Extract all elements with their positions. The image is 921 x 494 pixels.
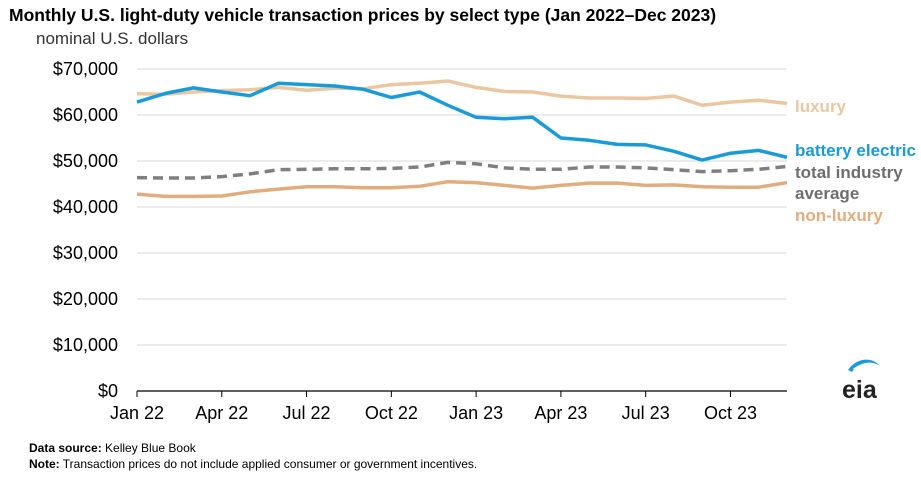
series-label-total-industry-average: average xyxy=(795,184,859,203)
series-label-battery-electric: battery electric xyxy=(795,141,916,160)
y-axis-ticks: $0 $10,000 $20,000 $30,000 $40,000 $50,000 $60… xyxy=(53,59,118,401)
y-tick-label: $50,000 xyxy=(53,151,118,171)
chart-title: Monthly U.S. light-duty vehicle transact… xyxy=(9,5,717,25)
series-line-total-industry-average xyxy=(136,160,788,180)
eia-logo: eia xyxy=(842,359,880,402)
x-tick-label: Jan 22 xyxy=(110,403,164,423)
note-text: Transaction prices do not include applie… xyxy=(59,457,478,471)
source-text: Kelley Blue Book xyxy=(101,441,196,455)
x-tick-label: Apr 22 xyxy=(195,403,248,423)
series-line-battery-electric xyxy=(136,81,788,162)
y-tick-label: $30,000 xyxy=(53,243,118,263)
footnote: Note: Transaction prices do not include … xyxy=(29,456,477,472)
x-tick-label: Oct 22 xyxy=(365,403,418,423)
gridlines xyxy=(137,68,787,392)
data-source-note: Data source: Kelley Blue Book xyxy=(29,440,477,456)
series-label-total-industry-average: total industry xyxy=(795,163,903,182)
series-label-luxury: luxury xyxy=(795,97,847,116)
eia-logo-swoosh-accent-icon xyxy=(853,363,876,371)
x-tick-label: Oct 23 xyxy=(704,403,757,423)
x-axis-ticks: Jan 22 Apr 22 Jul 22 Oct 22 Jan 23 Apr 23 Jul … xyxy=(110,391,757,423)
eia-logo-text: eia xyxy=(842,376,878,402)
series-label-non-luxury: non-luxury xyxy=(795,206,883,225)
x-tick-label: Jul 22 xyxy=(283,403,331,423)
y-tick-label: $20,000 xyxy=(53,289,118,309)
y-tick-label: $10,000 xyxy=(53,335,118,355)
chart-footer: Data source: Kelley Blue Book Note: Tran… xyxy=(29,440,477,472)
chart-subtitle: nominal U.S. dollars xyxy=(36,29,189,48)
series-line-non-luxury xyxy=(136,179,788,199)
y-tick-label: $60,000 xyxy=(53,105,118,125)
y-tick-label: $0 xyxy=(98,381,118,401)
x-tick-label: Apr 23 xyxy=(534,403,587,423)
y-tick-label: $40,000 xyxy=(53,197,118,217)
eia-logo-swoosh-icon xyxy=(848,359,880,372)
y-tick-label: $70,000 xyxy=(53,59,118,79)
series-lines xyxy=(136,79,788,199)
x-tick-label: Jul 23 xyxy=(622,403,670,423)
x-tick-label: Jan 23 xyxy=(449,403,503,423)
note-label: Note: xyxy=(29,457,60,471)
series-labels: luxury battery electric total industry aver… xyxy=(795,97,916,225)
source-label: Data source: xyxy=(29,441,102,455)
series-line-luxury xyxy=(136,79,788,108)
